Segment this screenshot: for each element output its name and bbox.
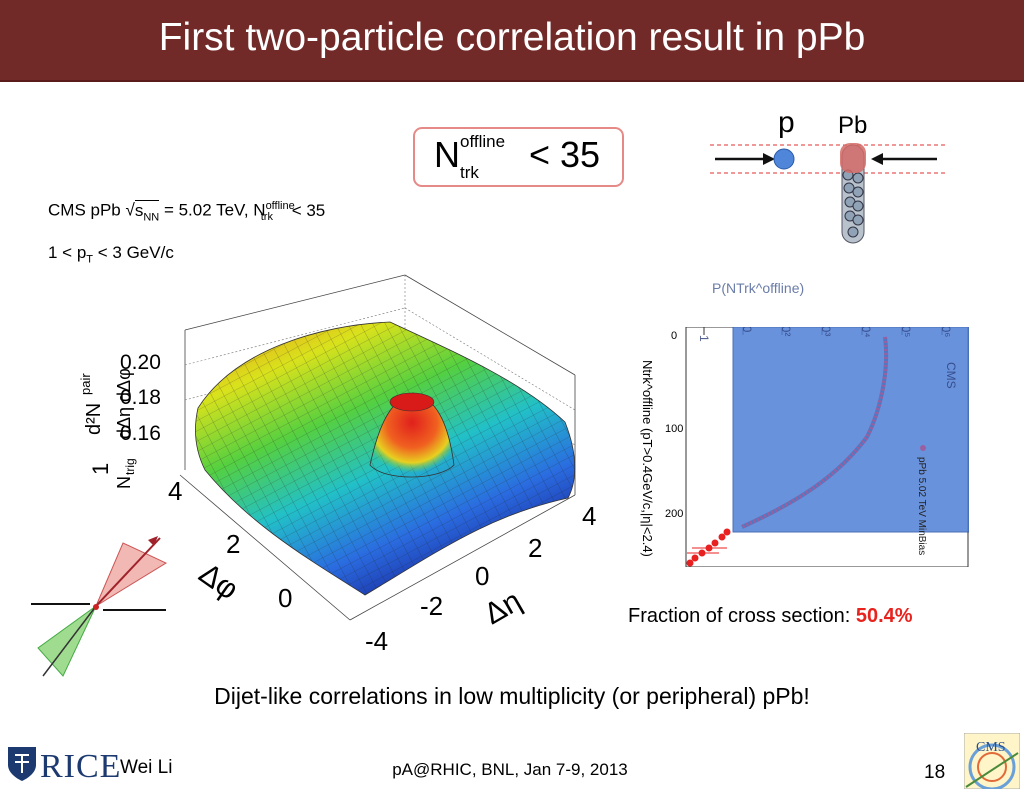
svg-text:N: N [114, 476, 134, 489]
svg-text:pair: pair [78, 373, 93, 395]
left-arrowhead [763, 153, 775, 165]
target-label: Pb [838, 112, 867, 139]
collision-diagram: p Pb [710, 106, 945, 244]
svg-text:d²N: d²N [83, 403, 105, 435]
log-ticks: 1 10 10² 10³ 10⁴ 10⁵ 10⁶ CMS [697, 327, 958, 389]
cms-energy-label: CMS pPb √sNN = 5.02 TeV, Nofflinetrk < 3… [48, 199, 326, 224]
cross-section-fraction: Fraction of cross section: 50.4% [628, 605, 913, 628]
deta-tick: 2 [528, 533, 542, 563]
footer-conference: pA@RHIC, BNL, Jan 7-9, 2013 [392, 760, 628, 779]
selected-region [732, 327, 969, 533]
footer-author: Wei Li [120, 757, 173, 778]
collision-point [93, 604, 99, 610]
x-tick: 0 [671, 330, 677, 342]
projectile-label: p [778, 106, 795, 139]
near-jet-cone [94, 542, 168, 608]
fraction-label: Fraction of cross section: [628, 605, 856, 627]
near-side-peak [369, 392, 455, 478]
x-tick: 100 [665, 423, 683, 435]
x-tick: 200 [665, 508, 683, 520]
lead-nucleus [840, 143, 866, 244]
log-tick: 10⁵ [899, 327, 913, 337]
multiplicity-cut-formula: N offline trk < 35 [434, 132, 600, 182]
institution-logo: RICE [40, 748, 122, 785]
peak-top [389, 392, 435, 412]
cut-symbol: N [434, 134, 460, 175]
away-jet-cone [37, 605, 97, 677]
svg-text:1: 1 [88, 463, 113, 475]
experiment-label: CMS [944, 362, 958, 389]
near-jet-axis [95, 537, 161, 607]
svg-text:trig: trig [123, 458, 137, 475]
deta-tick: -2 [420, 591, 443, 621]
deta-tick: 4 [582, 501, 596, 531]
z-tick: 0.16 [120, 422, 161, 445]
cut-superscript: offline [460, 132, 506, 151]
z-tick: 0.20 [120, 351, 161, 374]
correlation-surface-plot: 0.20 0.18 0.16 1 N trig d²N pair dΔη dΔφ… [78, 274, 596, 656]
slide-caption: Dijet-like correlations in low multiplic… [214, 683, 810, 709]
dphi-tick: 0 [278, 583, 292, 613]
away-jet-axis [42, 605, 97, 677]
multiplicity-cut-box [413, 127, 624, 187]
legend: pPb 5.02 TeV MinBias [916, 445, 927, 555]
cms-logo-text: CMS [976, 740, 1006, 755]
legend-label: pPb 5.02 TeV MinBias [916, 457, 927, 555]
page-number: 18 [924, 762, 946, 783]
dijet-cones-diagram [31, 536, 168, 677]
log-tick: 1 [697, 335, 711, 342]
z-axis-label: 1 N trig d²N pair dΔη dΔφ [78, 368, 137, 489]
cut-relation: < 35 [529, 134, 601, 175]
deta-tick: 0 [475, 561, 489, 591]
deta-label: Δη [479, 584, 527, 631]
log-tick: 10⁴ [859, 327, 873, 338]
selected-data-points [741, 336, 889, 529]
fraction-value: 50.4% [855, 605, 913, 627]
deta-tick: -4 [365, 626, 388, 656]
dphi-tick: 4 [168, 476, 182, 506]
x-ticks: 0 100 200 [665, 330, 683, 520]
multiplicity-distribution-plot: 0 100 200 1 10 10² 10³ 10⁴ 10⁵ 10⁶ CMS p… [665, 327, 969, 567]
log-tick: 10⁶ [939, 327, 953, 337]
pt-range-label: 1 < pT < 3 GeV/c [48, 243, 174, 266]
slide-title: First two-particle correlation result in… [158, 16, 866, 59]
svg-text:dΔη dΔφ: dΔη dΔφ [114, 368, 134, 439]
dphi-tick: 2 [226, 529, 240, 559]
log-tick: 10³ [819, 327, 833, 336]
z-tick: 0.18 [120, 386, 161, 409]
log-tick: 10 [740, 327, 754, 333]
log-tick: 10² [779, 327, 793, 336]
top-axis-label: P(NTrk^offline) [712, 280, 805, 296]
rice-shield-icon [8, 747, 36, 781]
proton [773, 148, 795, 170]
title-bar: First two-particle correlation result in… [0, 0, 1024, 82]
z-axis: 0.20 0.18 0.16 [120, 351, 161, 445]
cut-subscript: trk [460, 163, 479, 182]
dphi-label: Δφ [193, 557, 244, 607]
right-arrowhead [871, 153, 883, 165]
excluded-data-points [686, 528, 731, 567]
cms-logo-icon: CMS [964, 733, 1020, 789]
multiplicity-axis-label: Ntrk^offline (pT>0.4GeV/c,|η|<2.4) [640, 360, 655, 557]
